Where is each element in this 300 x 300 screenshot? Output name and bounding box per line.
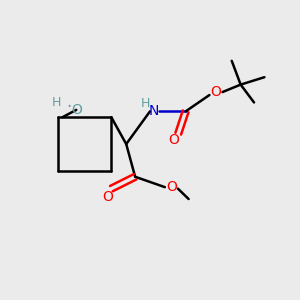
- Text: O: O: [167, 180, 177, 194]
- Text: H: H: [141, 97, 150, 110]
- Text: ·: ·: [67, 98, 72, 116]
- Text: O: O: [71, 103, 82, 117]
- Text: N: N: [148, 104, 159, 118]
- Text: O: O: [168, 133, 179, 147]
- Text: H: H: [52, 96, 61, 109]
- Text: O: O: [102, 190, 113, 204]
- Text: O: O: [211, 85, 221, 99]
